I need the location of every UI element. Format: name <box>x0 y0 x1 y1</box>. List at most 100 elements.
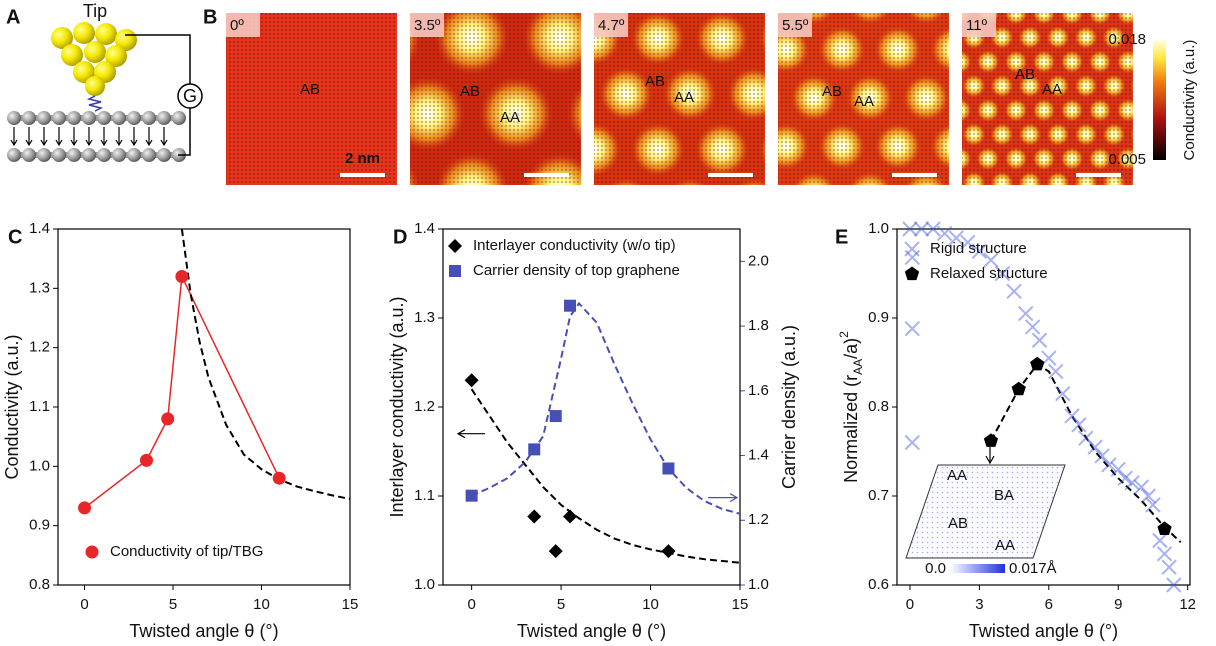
region-label: AA <box>674 89 694 106</box>
arrow <box>55 127 63 147</box>
plot-area <box>470 301 740 564</box>
x-tick-label: 10 <box>253 596 270 613</box>
moire-spot <box>791 178 845 232</box>
y2-tick-label: 1.8 <box>748 317 769 334</box>
angle-label: 5.5º <box>782 17 809 34</box>
plot-frame <box>442 228 741 586</box>
point <box>1087 439 1103 455</box>
region-label: AB <box>645 73 665 90</box>
point <box>1048 363 1064 380</box>
legend-label: Rigid structure <box>930 240 1027 257</box>
charts: C 0 5 10 15 0.8 0.9 1.0 1.1 1.2 1.3 1.4 Twisted angl… <box>2 220 1196 641</box>
point <box>971 243 988 259</box>
y-tick-label: 1.3 <box>29 279 50 296</box>
point <box>1064 408 1080 424</box>
tip-label: Tip <box>83 1 107 21</box>
y-tick-label: 1.1 <box>414 487 435 504</box>
point <box>78 501 92 515</box>
arrow <box>145 127 153 147</box>
moire-spot <box>1060 195 1084 219</box>
x-tick-label: 5 <box>169 596 177 613</box>
point <box>1006 283 1022 300</box>
atom <box>112 111 126 125</box>
arrow <box>40 127 48 147</box>
moire-spot <box>962 0 986 1</box>
x-tick-label: 5 <box>557 596 565 613</box>
point <box>175 269 189 283</box>
series-line <box>84 273 280 509</box>
atom <box>82 111 96 125</box>
y-tick-label: 0.7 <box>868 487 889 504</box>
y-tick-label: 1.0 <box>29 457 50 474</box>
atom <box>52 148 66 162</box>
legend-label: Conductivity of tip/TBG <box>110 543 263 560</box>
point <box>1152 532 1168 549</box>
inset-colorbar-label: 0.0 <box>925 560 946 577</box>
atom <box>82 148 96 162</box>
y-axis-label-part: 2 <box>837 331 851 338</box>
region-label: AB <box>460 83 480 100</box>
y-tick-label: 1.4 <box>29 220 50 237</box>
point <box>1145 497 1161 513</box>
point <box>1161 559 1177 575</box>
y-axis-label: Conductivity (a.u.) <box>2 334 22 479</box>
moire-spot <box>671 177 709 185</box>
moire-spot <box>1130 175 1133 185</box>
inset-label: BA <box>994 487 1014 504</box>
stm-image <box>962 0 1168 219</box>
series-line <box>471 301 740 515</box>
legend-marker <box>904 266 920 281</box>
x-tick-label: 0 <box>467 596 475 613</box>
angle-box <box>778 13 812 37</box>
x-tick-label: 12 <box>1179 596 1196 613</box>
inset-colorbar-label: 0.017Å <box>1009 560 1057 577</box>
atom <box>172 111 186 125</box>
colorbar-min: 0.005 <box>1108 151 1146 168</box>
atom <box>112 148 126 162</box>
point <box>1011 381 1026 396</box>
stm-image <box>303 13 581 303</box>
colorbar-max: 0.018 <box>1108 31 1146 48</box>
point <box>1117 470 1133 486</box>
x-axis-label: Twisted angle θ (°) <box>129 621 278 641</box>
moire-spot <box>663 0 717 10</box>
moire-spot <box>303 229 377 303</box>
y-tick-label: 1.0 <box>414 576 435 593</box>
x-axis-label: Twisted angle θ (°) <box>517 621 666 641</box>
region-label: AB <box>822 83 842 100</box>
point <box>528 443 541 456</box>
moire-spot <box>1032 195 1056 219</box>
point <box>1017 305 1034 322</box>
chart: E 0 3 6 9 12 0.6 0.7 0.8 0.9 1.0 Twisted angle θ (°… <box>835 220 1196 641</box>
point <box>1140 488 1157 504</box>
arrow <box>25 127 33 147</box>
point <box>1166 577 1182 593</box>
panel-label: A <box>6 6 20 28</box>
point <box>904 320 920 337</box>
y2-axis-label: Carrier density (a.u.) <box>779 325 799 489</box>
moire-spot <box>1144 195 1168 219</box>
x-tick-label: 9 <box>1114 596 1122 613</box>
atomic-lattice <box>410 13 581 185</box>
inset-map <box>906 465 1065 558</box>
moire-spot <box>599 0 653 10</box>
y2-tick-label: 1.4 <box>748 447 769 464</box>
point <box>925 221 941 237</box>
point <box>1055 385 1071 402</box>
y-axis-label-part: Normalized (r <box>841 375 861 483</box>
point <box>1156 546 1173 562</box>
region-label: AA <box>500 109 520 126</box>
atom <box>127 111 141 125</box>
arrow <box>100 127 108 147</box>
point <box>936 225 953 242</box>
atomic-lattice <box>226 13 397 185</box>
meter-label: G <box>183 86 197 106</box>
stm-image <box>226 13 397 185</box>
region-label: AA <box>1042 81 1062 98</box>
legend-label: Interlayer conductivity (w/o tip) <box>473 237 676 254</box>
point <box>948 230 964 246</box>
arrow <box>85 127 93 147</box>
arrow <box>130 127 138 147</box>
atom <box>67 111 81 125</box>
point <box>1078 430 1094 446</box>
